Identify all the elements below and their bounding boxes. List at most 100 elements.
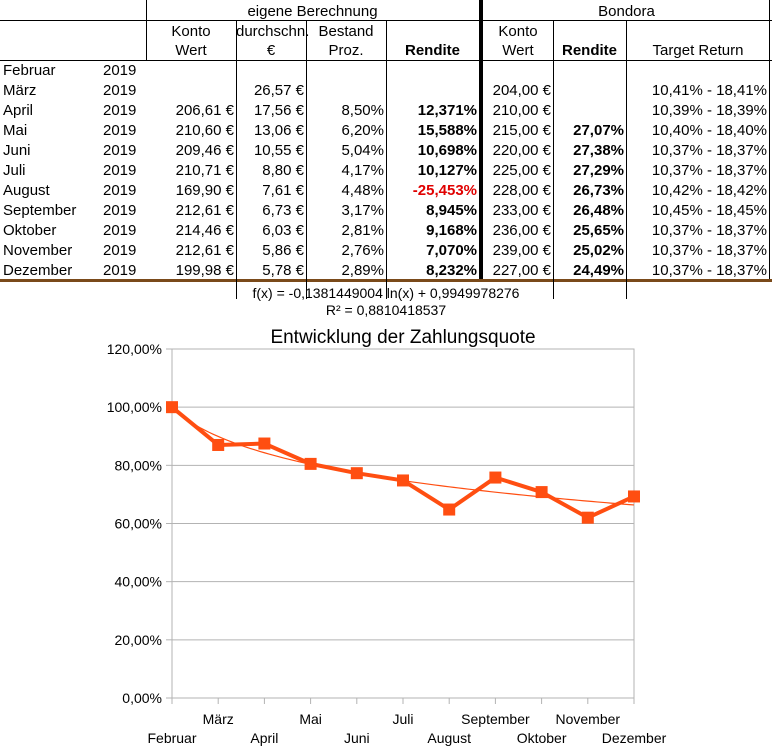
cell-bondora-rendite: 27,29% <box>573 162 624 179</box>
cell-target-return: 10,37% - 18,37% <box>651 222 767 239</box>
cell-rendite: 10,127% <box>417 162 477 179</box>
cell-month: März <box>3 82 37 99</box>
cell-konto-wert: 206,61 € <box>175 102 234 119</box>
cell-bestand: 4,48% <box>341 182 384 199</box>
cell-month: Mai <box>3 122 28 139</box>
data-point <box>258 437 271 450</box>
cell-bondora-konto: 215,00 € <box>492 122 551 139</box>
col-header-konto-wert: Konto Wert <box>171 23 211 59</box>
cell-rendite: 8,945% <box>426 202 477 219</box>
cell-target-return: 10,37% - 18,37% <box>651 142 767 159</box>
col-header-rendite: Rendite <box>404 42 460 59</box>
cell-durchschn: 6,73 € <box>262 202 304 219</box>
cell-year: 2019 <box>103 202 137 219</box>
cell-konto-wert: 214,46 € <box>175 222 234 239</box>
x-tick-label: Juli <box>392 711 413 727</box>
data-point <box>304 457 317 470</box>
data-point <box>443 503 456 516</box>
cell-bestand: 2,89% <box>341 262 384 279</box>
trendline-equation: f(x) = -0,1381449004 ln(x) + 0,994997827… <box>252 285 520 301</box>
data-point <box>397 474 409 487</box>
cell-konto-wert: 212,61 € <box>175 242 234 259</box>
data-point <box>628 490 640 503</box>
cell-target-return: 10,41% - 18,41% <box>651 82 767 99</box>
cell-bondora-konto: 225,00 € <box>492 162 551 179</box>
y-tick-label: 80,00% <box>115 457 162 473</box>
cell-bondora-konto: 220,00 € <box>492 142 551 159</box>
chart-title: Entwicklung der Zahlungsquote <box>270 327 535 348</box>
y-tick-label: 100,00% <box>107 399 162 415</box>
cell-bondora-rendite: 27,07% <box>573 122 624 139</box>
data-point <box>581 511 594 524</box>
cell-bondora-konto: 210,00 € <box>492 102 551 119</box>
x-tick-label: September <box>461 711 530 727</box>
col-header-bestand: Bestand Proz. <box>318 23 374 59</box>
cell-month: Oktober <box>3 222 57 239</box>
cell-month: Dezember <box>3 262 73 279</box>
col-header-bondora-konto: Konto Wert <box>498 23 538 59</box>
x-tick-label: August <box>427 730 471 746</box>
cell-month: Juli <box>3 162 26 179</box>
x-tick-label: Oktober <box>517 730 567 746</box>
cell-bondora-rendite: 27,38% <box>573 142 624 159</box>
cell-year: 2019 <box>103 102 137 119</box>
cell-year: 2019 <box>103 82 137 99</box>
cell-bondora-konto: 204,00 € <box>492 82 551 99</box>
y-tick-label: 60,00% <box>115 516 162 532</box>
cell-bondora-konto: 233,00 € <box>492 202 551 219</box>
cell-konto-wert: 169,90 € <box>175 182 234 199</box>
spreadsheet-table: eigene Berechnung Bondora Konto Wert dur… <box>0 0 772 299</box>
data-point <box>212 438 225 451</box>
cell-bondora-rendite: 25,02% <box>573 242 624 259</box>
data-point <box>166 401 178 414</box>
x-tick-label: Februar <box>147 730 196 746</box>
cell-target-return: 10,37% - 18,37% <box>651 162 767 179</box>
cell-month: Juni <box>3 142 31 159</box>
y-tick-label: 120,00% <box>107 341 162 357</box>
cell-durchschn: 26,57 € <box>253 82 304 99</box>
group-header-bondora: Bondora <box>598 3 655 20</box>
cell-rendite: 8,232% <box>426 262 477 279</box>
y-tick-label: 20,00% <box>115 632 162 648</box>
cell-rendite: 10,698% <box>417 142 477 159</box>
col-header-target-return: Target Return <box>652 42 744 59</box>
cell-bondora-rendite: 24,49% <box>573 262 624 279</box>
cell-konto-wert: 210,60 € <box>175 122 234 139</box>
data-point <box>535 486 548 499</box>
cell-rendite: 12,371% <box>417 102 477 119</box>
cell-rendite: 7,070% <box>426 242 477 259</box>
cell-durchschn: 10,55 € <box>253 142 304 159</box>
cell-konto-wert: 199,98 € <box>175 262 234 279</box>
group-header-eigene: eigene Berechnung <box>247 3 378 20</box>
cell-durchschn: 5,78 € <box>262 262 304 279</box>
data-point <box>350 467 363 480</box>
cell-bestand: 2,76% <box>341 242 384 259</box>
x-tick-label: März <box>203 711 234 727</box>
cell-durchschn: 7,61 € <box>262 182 304 199</box>
cell-year: 2019 <box>103 62 137 79</box>
cell-target-return: 10,45% - 18,45% <box>651 202 767 219</box>
cell-month: Februar <box>3 62 56 79</box>
cell-bondora-rendite: 25,65% <box>573 222 624 239</box>
cell-bondora-rendite: 26,48% <box>573 202 624 219</box>
cell-konto-wert: 209,46 € <box>175 142 234 159</box>
cell-month: August <box>3 182 50 199</box>
cell-bestand: 2,81% <box>341 222 384 239</box>
y-tick-label: 0,00% <box>122 690 162 706</box>
cell-durchschn: 13,06 € <box>253 122 304 139</box>
cell-durchschn: 8,80 € <box>262 162 304 179</box>
y-tick-label: 40,00% <box>115 574 162 590</box>
cell-target-return: 10,37% - 18,37% <box>651 262 767 279</box>
cell-durchschn: 17,56 € <box>253 102 304 119</box>
cell-year: 2019 <box>103 122 137 139</box>
col-header-durchschn: durchschn. € <box>236 23 310 59</box>
trendline-formula: f(x) = -0,1381449004 ln(x) + 0,994997827… <box>0 285 772 319</box>
cell-durchschn: 5,86 € <box>262 242 304 259</box>
cell-bondora-konto: 236,00 € <box>492 222 551 239</box>
x-tick-label: November <box>556 711 621 727</box>
cell-bondora-konto: 227,00 € <box>492 262 551 279</box>
cell-month: November <box>3 242 73 259</box>
cell-target-return: 10,42% - 18,42% <box>651 182 767 199</box>
cell-year: 2019 <box>103 182 137 199</box>
